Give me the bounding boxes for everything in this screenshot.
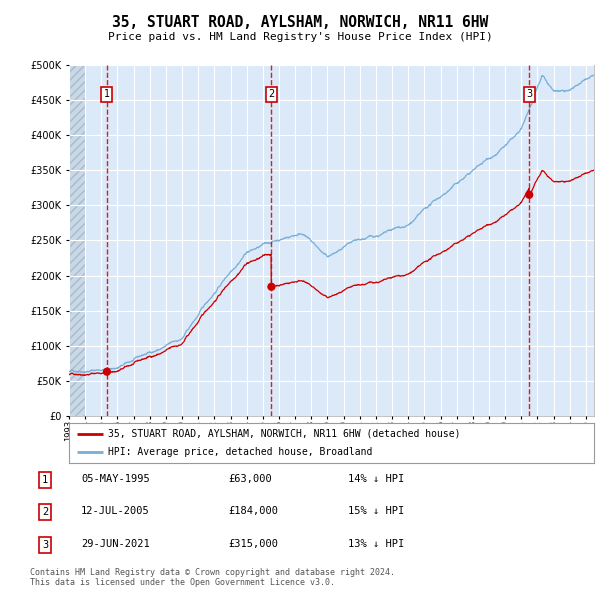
Text: 29-JUN-2021: 29-JUN-2021 [81, 539, 150, 549]
Text: 1: 1 [42, 475, 48, 485]
Text: £63,000: £63,000 [228, 474, 272, 484]
Text: Price paid vs. HM Land Registry's House Price Index (HPI): Price paid vs. HM Land Registry's House … [107, 32, 493, 42]
Point [102, 367, 112, 376]
Text: HPI: Average price, detached house, Broadland: HPI: Average price, detached house, Broa… [109, 447, 373, 457]
Bar [69, 65, 86, 416]
Text: 2: 2 [268, 90, 275, 99]
Text: 3: 3 [526, 90, 532, 99]
Text: 15% ↓ HPI: 15% ↓ HPI [348, 506, 404, 516]
Point [266, 282, 276, 291]
Text: 13% ↓ HPI: 13% ↓ HPI [348, 539, 404, 549]
Text: 35, STUART ROAD, AYLSHAM, NORWICH, NR11 6HW: 35, STUART ROAD, AYLSHAM, NORWICH, NR11 … [112, 15, 488, 30]
Point [524, 190, 534, 199]
Text: 12-JUL-2005: 12-JUL-2005 [81, 506, 150, 516]
Text: 2: 2 [42, 507, 48, 517]
Text: Contains HM Land Registry data © Crown copyright and database right 2024.
This d: Contains HM Land Registry data © Crown c… [30, 568, 395, 587]
Text: £184,000: £184,000 [228, 506, 278, 516]
Text: 1: 1 [104, 90, 110, 99]
Text: £315,000: £315,000 [228, 539, 278, 549]
Text: 3: 3 [42, 540, 48, 550]
Text: 14% ↓ HPI: 14% ↓ HPI [348, 474, 404, 484]
Text: 05-MAY-1995: 05-MAY-1995 [81, 474, 150, 484]
Text: 35, STUART ROAD, AYLSHAM, NORWICH, NR11 6HW (detached house): 35, STUART ROAD, AYLSHAM, NORWICH, NR11 … [109, 429, 461, 439]
